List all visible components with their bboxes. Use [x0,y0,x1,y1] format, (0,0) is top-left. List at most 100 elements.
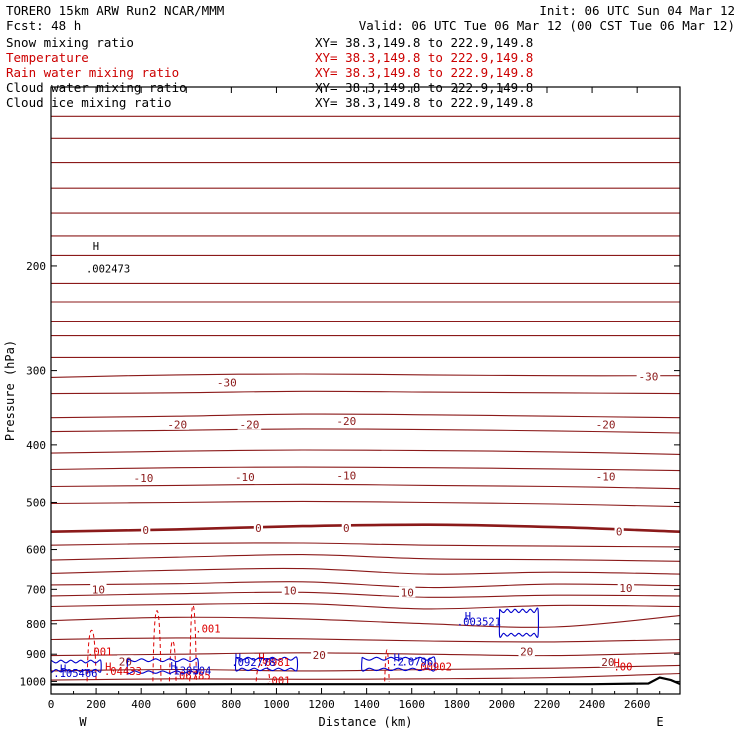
isotherm-line [50,637,681,643]
header-init-time: Init: 06 UTC Sun 04 Mar 12 [539,3,735,18]
isotherm-line [50,615,681,628]
x-tick-label: 400 [131,698,151,711]
y-tick-label: 600 [26,544,46,557]
y-tick-label: 200 [26,260,46,273]
direction-west-label: W [79,715,87,729]
zero-isotherm-line [50,523,681,533]
isotherm-line [50,542,681,548]
isotherm-line [50,449,681,455]
isotherm-line [50,500,681,508]
isotherm-label: 10 [283,584,296,597]
snow-label: H [93,241,99,253]
rain-contour [255,662,271,682]
isotherm-label: -30 [217,376,237,389]
rain-label: .001 [265,676,290,688]
isotherm-label: 20 [520,645,533,658]
isotherm-label: -30 [638,371,658,384]
legend-xy-range: XY= 38.3,149.8 to 222.9,149.8 [315,50,533,65]
rain-label: .0981 [258,657,290,669]
cloud-water-label: H [170,661,176,673]
y-tick-label: 400 [26,439,46,452]
isotherm-label: 0 [343,522,350,535]
isotherm-label: -10 [133,472,153,485]
rain-label: .04433 [104,666,142,678]
rain-contour [384,649,390,682]
cloud-water-contour [126,657,199,675]
rain-label: H [105,661,111,673]
isotherm-label-bg [237,418,262,430]
isotherm-line [50,554,681,562]
isotherm-line [50,483,681,490]
isotherm-label: 20 [601,656,614,669]
x-tick-label: 2000 [489,698,516,711]
isotherm-label-bg [593,418,618,430]
x-tick-label: 2200 [534,698,561,711]
cloud-water-label: H [465,611,471,623]
isotherm-label: 0 [255,522,262,535]
isotherm-line [50,567,681,575]
isotherm-label-bg [636,370,661,382]
legend-xy-range: XY= 38.3,149.8 to 222.9,149.8 [315,35,533,50]
isotherm-label: 10 [401,586,414,599]
plot-frame [50,86,681,695]
isotherm-line [50,466,681,472]
x-tick-label: 1000 [263,698,290,711]
x-axis-title: Distance (km) [319,715,413,729]
isotherm-label-bg [117,655,134,667]
x-tick-label: 1200 [308,698,335,711]
cloud-water-label: .130504 [167,665,211,677]
y-tick-label: 800 [26,618,46,631]
isotherm-label-bg [518,645,535,657]
cloud-water-label: .003521 [457,616,501,628]
isotherm-label-bg [215,376,239,388]
header: TORERO 15km ARW Run2 NCAR/MMM Init: 06 U… [6,3,735,33]
cloud-water-label: H [235,652,241,664]
rain-label: .00 [613,661,632,673]
isotherm-label-bg [131,472,156,484]
isotherm-label-bg [281,584,299,596]
legend-field-name: Temperature [6,50,89,65]
isotherm-label: -20 [167,419,187,432]
isotherm-label-bg [614,525,624,537]
isotherm-label-bg [165,418,190,430]
isotherm-line [50,373,681,378]
cloud-water-contour [234,656,299,672]
rain-contour [86,629,97,682]
legend: Snow mixing ratio XY= 38.3,149.8 to 222.9… [6,35,533,110]
x-tick-label: 2400 [579,698,606,711]
isotherm-label-bg [617,582,635,594]
rain-label: .00902 [414,661,452,673]
rain-contour [152,610,162,682]
isotherm-label-bg [311,648,328,660]
legend-xy-range: XY= 38.3,149.8 to 222.9,149.8 [315,95,533,110]
y-tick-label: 300 [26,365,46,378]
rain-label: .001 [87,646,112,658]
cloud-water-contour [50,659,102,673]
x-tick-label: 800 [221,698,241,711]
x-tick-label: 2600 [624,698,651,711]
x-tick-label: 1600 [398,698,425,711]
x-tick-label: 600 [176,698,196,711]
isotherm-label-bg [233,470,257,482]
isotherm-label: -20 [336,415,356,428]
isotherm-label: -20 [239,419,259,432]
x-tick-label: 1800 [444,698,471,711]
y-tick-label: 900 [26,648,46,661]
cloud-water-label: .0796 [402,657,434,669]
plot-area: -30 -30 -20 -20 -20 -20 -10 -10 -10 -10 0 0 0 0 10 10 10… [3,86,681,729]
isotherm-label-bg [399,586,416,598]
header-run-info: TORERO 15km ARW Run2 NCAR/MMM [6,3,224,18]
isotherm-line [50,652,681,657]
isotherm-line [50,672,681,681]
isotherm-label-bg [141,523,151,535]
rain-label: H [613,657,619,669]
isotherm-label-bg [253,522,264,534]
isotherm-label: -10 [235,471,255,484]
header-forecast-hour: Fcst: 48 h [6,18,81,33]
rain-contour [189,604,197,682]
cloud-water-contour [498,607,539,638]
isotherm-label: -20 [596,419,616,432]
legend-xy-range: XY= 38.3,149.8 to 222.9,149.8 [315,65,533,80]
